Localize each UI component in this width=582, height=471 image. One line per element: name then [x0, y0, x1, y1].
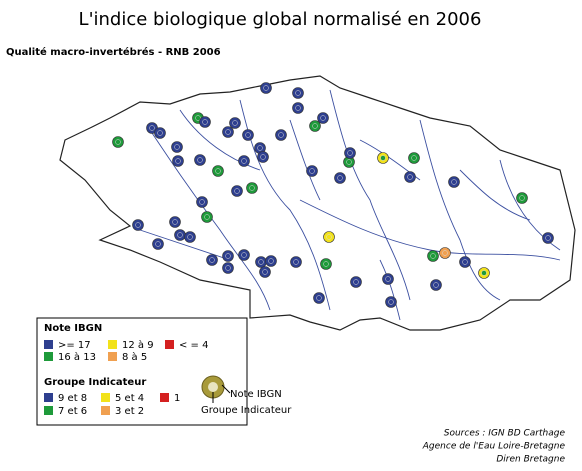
swatch [160, 393, 169, 402]
station-center [451, 179, 457, 185]
station-center [199, 199, 205, 205]
station-center [312, 123, 318, 129]
region-outline [59, 75, 576, 331]
station-center [278, 132, 284, 138]
station-center [241, 158, 247, 164]
map [59, 75, 576, 331]
station-center [295, 105, 301, 111]
swatch [108, 340, 117, 349]
swatch [101, 406, 110, 415]
station-center [316, 295, 322, 301]
station-center [293, 259, 299, 265]
title: L'indice biologique global normalisé en … [79, 9, 482, 30]
station-center [202, 119, 208, 125]
station-center [215, 168, 221, 174]
station-center [545, 235, 551, 241]
station-center [225, 253, 231, 259]
legend-item: < = 4 [179, 340, 208, 351]
stations [112, 82, 554, 308]
callout-line [221, 384, 231, 394]
station-center [187, 234, 193, 240]
station-center [175, 158, 181, 164]
legend-item: 8 à 5 [122, 351, 147, 363]
station-center [481, 270, 487, 276]
legend-item: 9 et 8 [58, 393, 87, 404]
swatch [44, 393, 53, 402]
station-center [204, 214, 210, 220]
station-center [263, 85, 269, 91]
source: Agence de l'Eau Loire-Bretagne [422, 442, 566, 452]
swatch [44, 406, 53, 415]
station-center [268, 258, 274, 264]
station-center [155, 241, 161, 247]
callout-label: Groupe Indicateur [201, 405, 292, 416]
station-center [380, 155, 386, 161]
station-center [257, 145, 263, 151]
station-center [177, 232, 183, 238]
station-center [260, 154, 266, 160]
station-center [234, 188, 240, 194]
callout-label: Note IBGN [230, 389, 282, 400]
swatch [44, 352, 53, 361]
legend-item: 16 à 13 [58, 351, 96, 363]
station-center [326, 234, 332, 240]
station-center [462, 259, 468, 265]
callout-center [208, 382, 218, 392]
swatch [108, 352, 117, 361]
legend-item: >= 17 [58, 340, 91, 351]
legend-item: 5 et 4 [115, 393, 144, 404]
station-center [241, 252, 247, 258]
swatch [165, 340, 174, 349]
station-center [209, 257, 215, 263]
station-center [149, 125, 155, 131]
station-center [225, 265, 231, 271]
station-center [232, 120, 238, 126]
station-center [245, 132, 251, 138]
station-center [346, 159, 352, 165]
legend: Note IBGN >= 17 12 à 9 < = 4 16 à 13 8 à… [36, 317, 248, 426]
station-center [353, 279, 359, 285]
swatch [101, 393, 110, 402]
station-center [385, 276, 391, 282]
station-center [519, 195, 525, 201]
station-center [323, 261, 329, 267]
station-center [295, 90, 301, 96]
legend-item: 3 et 2 [115, 406, 144, 417]
station-center [388, 299, 394, 305]
legend-title: Note IBGN [44, 323, 102, 334]
station-center [262, 269, 268, 275]
legend-title: Groupe Indicateur [44, 377, 146, 388]
legend-item: 7 et 6 [58, 406, 87, 417]
station-center [433, 282, 439, 288]
station-center [411, 155, 417, 161]
station-center [157, 130, 163, 136]
station-center [430, 253, 436, 259]
station-center [135, 222, 141, 228]
station-center [172, 219, 178, 225]
station-center [174, 144, 180, 150]
callout: Note IBGN Groupe Indicateur [201, 375, 292, 416]
station-center [195, 115, 201, 121]
subtitle: Qualité macro-invertébrés - RNB 2006 [6, 46, 221, 58]
station-center [347, 150, 353, 156]
legend-item: 1 [174, 393, 180, 404]
legend-item: 12 à 9 [122, 339, 154, 351]
station-center [407, 174, 413, 180]
source: Sources : IGN BD Carthage [444, 429, 566, 439]
station-center [442, 250, 448, 256]
rivers [139, 89, 561, 321]
station-center [320, 115, 326, 121]
station-center [115, 139, 121, 145]
station-center [337, 175, 343, 181]
station-center [249, 185, 255, 191]
swatch [44, 340, 53, 349]
station-center [309, 168, 315, 174]
station-center [225, 129, 231, 135]
station-center [197, 157, 203, 163]
station-center [258, 259, 264, 265]
legend-box [36, 317, 248, 426]
source: Diren Bretagne [496, 455, 565, 465]
